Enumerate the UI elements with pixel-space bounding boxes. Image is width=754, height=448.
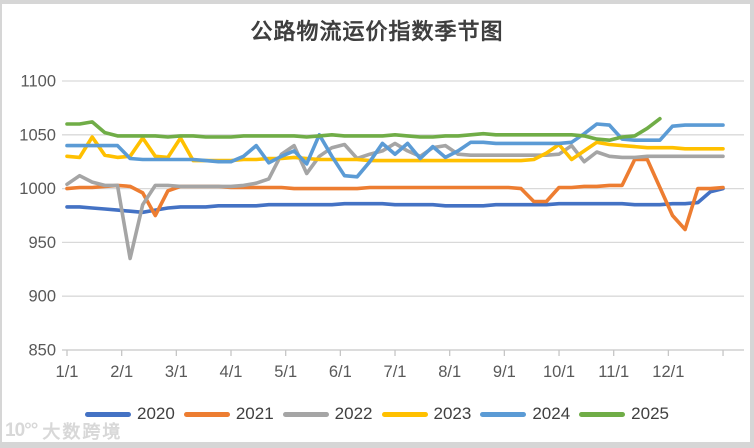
y-tick-label-1100: 1100 <box>21 73 56 91</box>
x-tick-label-12-1: 12/1 <box>652 363 684 381</box>
legend-label-2024: 2024 <box>532 404 571 423</box>
legend-swatch-2020 <box>85 411 132 417</box>
x-tick-label-5-1: 5/1 <box>274 363 297 381</box>
x-tick-label-9-1: 9/1 <box>493 363 516 381</box>
x-tick-label-10-1: 10/1 <box>543 363 575 381</box>
watermark-logo-icon: 10°° <box>5 420 38 441</box>
legend-swatch-2025 <box>579 411 626 417</box>
x-tick-label-3-1: 3/1 <box>165 363 188 381</box>
x-tick-label-2-1: 2/1 <box>110 363 133 381</box>
y-tick-label-1000: 1000 <box>19 180 56 198</box>
x-tick-label-1-1: 1/1 <box>56 363 79 381</box>
legend-swatch-2022 <box>282 411 329 417</box>
legend-item-2025: 2025 <box>579 404 669 424</box>
series-line-2020 <box>65 186 725 215</box>
series-line-2023 <box>65 135 725 163</box>
series-line-2022 <box>65 141 725 261</box>
y-tick-label-850: 850 <box>28 342 56 360</box>
series-line-2021 <box>65 157 725 232</box>
series-line-2025 <box>65 116 662 142</box>
legend-item-2020: 2020 <box>85 404 175 424</box>
legend-swatch-2023 <box>381 411 428 417</box>
legend-label-2023: 2023 <box>433 404 472 423</box>
legend-swatch-2024 <box>480 411 527 417</box>
legend-item-2022: 2022 <box>282 404 373 424</box>
x-tick-label-7-1: 7/1 <box>384 363 407 381</box>
chart-legend: 2020 2021 2022 2023 2024 2025 <box>0 404 754 424</box>
x-tick-label-11-1: 11/1 <box>598 363 629 381</box>
y-tick-label-950: 950 <box>28 234 56 252</box>
legend-label-2020: 2020 <box>137 404 175 423</box>
x-tick-label-6-1: 6/1 <box>329 363 352 381</box>
legend-item-2023: 2023 <box>381 404 472 424</box>
chart-title: 公路物流运价指数季节图 <box>250 19 504 44</box>
y-tick-label-900: 900 <box>28 288 56 306</box>
watermark-text: 大数跨境 <box>42 422 123 442</box>
legend-label-2021: 2021 <box>235 404 274 423</box>
legend-label-2025: 2025 <box>631 404 669 423</box>
legend-item-2024: 2024 <box>480 404 570 424</box>
legend-label-2022: 2022 <box>334 404 373 423</box>
series-line-2024 <box>65 122 725 179</box>
y-tick-label-1050: 1050 <box>19 126 56 144</box>
legend-swatch-2021 <box>183 411 230 417</box>
watermark: 10°° 大数跨境 <box>5 418 122 444</box>
x-tick-label-4-1: 4/1 <box>220 363 243 381</box>
chart-container <box>2 4 750 442</box>
legend-item-2021: 2021 <box>183 404 274 424</box>
x-tick-label-8-1: 8/1 <box>438 363 461 381</box>
